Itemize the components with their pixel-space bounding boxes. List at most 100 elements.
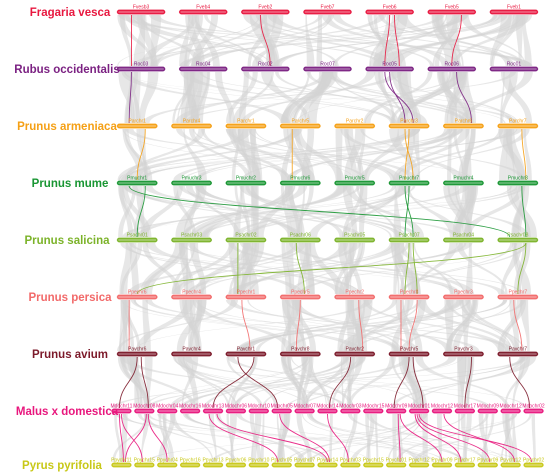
chromosome-bar [340, 462, 361, 468]
species-label: Prunus persica [28, 292, 112, 304]
chromosome-label: Ppychr03 [340, 458, 361, 464]
chromosome-label: Psachr05 [344, 233, 365, 239]
chromosome-label: Ppychr15 [134, 458, 155, 464]
chromosome-bar [279, 351, 321, 357]
chromosome-row: Psachr01 Psachr03 Psachr02 Psachr06 Psachr05… [116, 233, 539, 243]
chromosome-bar [443, 351, 484, 357]
chromosome-bar [365, 9, 414, 15]
chromosome-row: Pavchr6 Pavchr4 Pavchr1 Pavchr8 Pavchr2 Pavch… [116, 347, 539, 357]
background-link [139, 15, 203, 66]
chromosome-bar-highlight [335, 295, 374, 299]
background-link [125, 129, 474, 180]
background-link [240, 243, 260, 294]
highlighted-link [384, 14, 391, 67]
chromosome-bar-highlight [304, 67, 351, 71]
background-link [129, 243, 140, 294]
background-link [275, 72, 428, 123]
background-link [511, 186, 530, 237]
background-link [254, 186, 292, 237]
chromosome-label: Psachr08 [507, 233, 528, 239]
background-link [248, 129, 418, 180]
chromosome-label: Ppychr07 [294, 458, 315, 464]
background-link [118, 129, 421, 180]
chromosome-bar-highlight [390, 238, 429, 242]
highlighted-link [521, 185, 527, 238]
chromosome-bar [363, 462, 384, 468]
highlighted-link [329, 356, 352, 409]
highlighted-link [140, 356, 149, 409]
background-link [489, 15, 512, 66]
background-link [523, 129, 532, 180]
chromosome-bar-highlight [135, 409, 154, 413]
chromosome-label: Pavchr1 [237, 347, 256, 353]
chromosome-bar [388, 294, 430, 300]
background-link [281, 243, 292, 294]
background-link [500, 72, 518, 123]
background-link [413, 414, 532, 462]
background-link [241, 129, 463, 180]
background-link [151, 15, 387, 66]
background-link [125, 300, 135, 351]
background-link [179, 186, 420, 237]
background-link [133, 300, 363, 351]
background-link [188, 300, 207, 351]
chromosome-bar-highlight [281, 295, 320, 299]
chromosome-label: Ppychr02 [523, 458, 544, 464]
highlighted-link [456, 71, 472, 124]
background-link [506, 129, 515, 180]
background-link [346, 414, 358, 462]
chromosome-bar-highlight [227, 409, 245, 413]
chromosome-bar [497, 351, 539, 357]
background-link [241, 300, 463, 351]
chromosome-bar-highlight [281, 181, 320, 185]
background-link [356, 300, 414, 351]
background-link [192, 129, 366, 180]
background-link [195, 129, 420, 180]
chromosome-label: Ppechr1 [237, 290, 256, 296]
background-link [112, 414, 149, 462]
chromosome-bar-highlight [118, 67, 164, 71]
background-link [234, 357, 311, 408]
background-link [327, 72, 473, 123]
chromosome-label: Pmuchr3 [182, 176, 202, 182]
chromosome-row: Fvesb3 Fveb4 Fveb2 Fveb7 Fveb6 Fveb5 Fveb1 [116, 5, 539, 15]
background-link [146, 414, 506, 462]
background-link [124, 72, 398, 123]
chromosome-label: Pavchr2 [346, 347, 365, 353]
highlighted-link [521, 128, 527, 181]
chromosome-row: Ppechr6 Ppechr4 Ppechr1 Ppechr5 Ppechr2 Ppech… [116, 290, 539, 300]
background-link [123, 186, 362, 237]
chromosome-label: Ppychr14 [317, 458, 338, 464]
background-link [387, 414, 423, 462]
chromosome-bar [386, 462, 407, 468]
chromosome-bar-highlight [281, 352, 320, 356]
chromosome-label: Mdochr15 [362, 404, 384, 410]
chromosome-bar [363, 408, 384, 414]
chromosome-label: Ppechr6 [128, 290, 147, 296]
background-link [446, 300, 476, 351]
chromosome-label: Fveb6 [383, 5, 397, 11]
background-link [393, 129, 470, 180]
background-link [142, 243, 188, 294]
background-link [374, 414, 379, 462]
chromosome-label: Mdochr16 [179, 404, 201, 410]
background-link [124, 129, 205, 180]
chromosome-bar-highlight [428, 67, 475, 71]
background-link [502, 414, 512, 462]
chromosome-bar-highlight [498, 352, 537, 356]
chromosome-label: Ppechr5 [291, 290, 310, 296]
highlighted-link [295, 299, 301, 352]
background-link [500, 72, 505, 123]
species-label: Rubus occidentalis [14, 64, 119, 76]
background-link [331, 72, 399, 123]
highlighted-link [404, 185, 414, 238]
chromosome-label: Ppychr10 [248, 458, 269, 464]
chromosome-bar-highlight [172, 352, 211, 356]
chromosome-bar [171, 180, 212, 186]
background-link [478, 414, 489, 462]
chromosome-bar [171, 123, 212, 129]
background-link [284, 186, 301, 237]
chromosome-bar [388, 237, 430, 243]
chromosome-bar [171, 351, 212, 357]
background-link [281, 129, 295, 180]
